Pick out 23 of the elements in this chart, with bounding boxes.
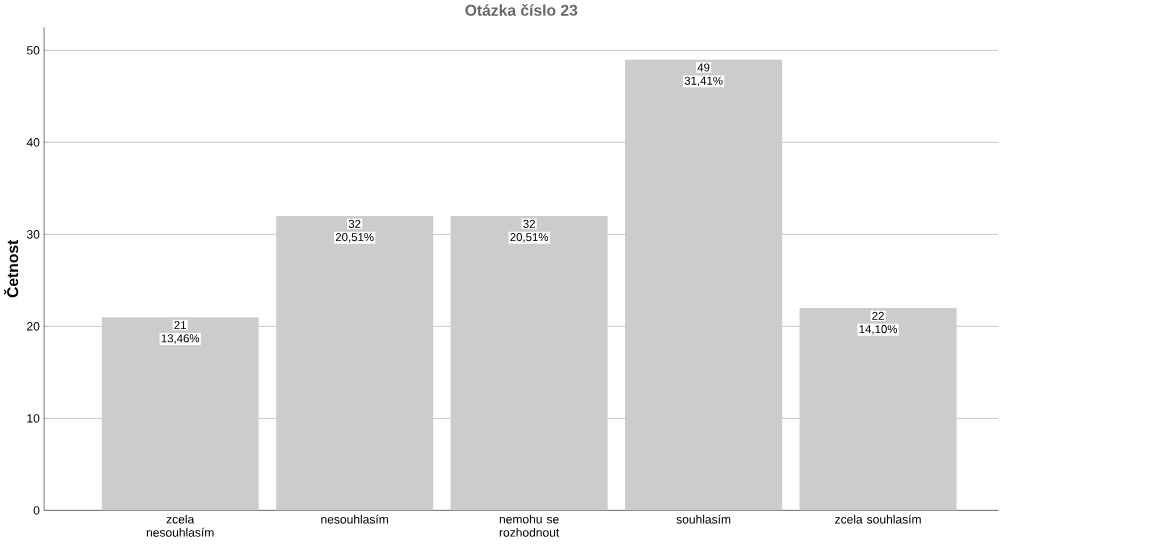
x-tick-label: zcela nesouhlasím [146,514,214,537]
x-tick-label: souhlasím [676,514,731,524]
y-tick-label: 50 [26,46,40,55]
annotation: 13,46% [161,334,200,344]
data-label: 22 [872,311,884,320]
annotation: 20,51% [335,233,374,243]
y-axis-title: Četnost [4,240,19,298]
annotation: 14,10% [859,325,898,335]
y-tick-label: 40 [26,138,40,147]
chart-title: Otázka číslo 23 [465,4,578,16]
annotation: 31,41% [684,76,723,87]
data-label: 49 [697,63,710,72]
annotation: 20,51% [510,233,549,243]
y-tick-label: 30 [26,230,40,239]
y-tick-label: 0 [33,506,40,515]
x-tick-label: nemohu se rozhodnout [499,514,560,537]
x-tick-label: zcela souhlasím [835,514,921,524]
x-tick-label: nesouhlasím [321,514,388,524]
y-tick-label: 10 [27,414,40,423]
data-label: 32 [348,219,361,229]
y-tick-label: 20 [27,322,40,331]
data-label: 21 [174,321,186,330]
data-label: 32 [523,219,535,229]
